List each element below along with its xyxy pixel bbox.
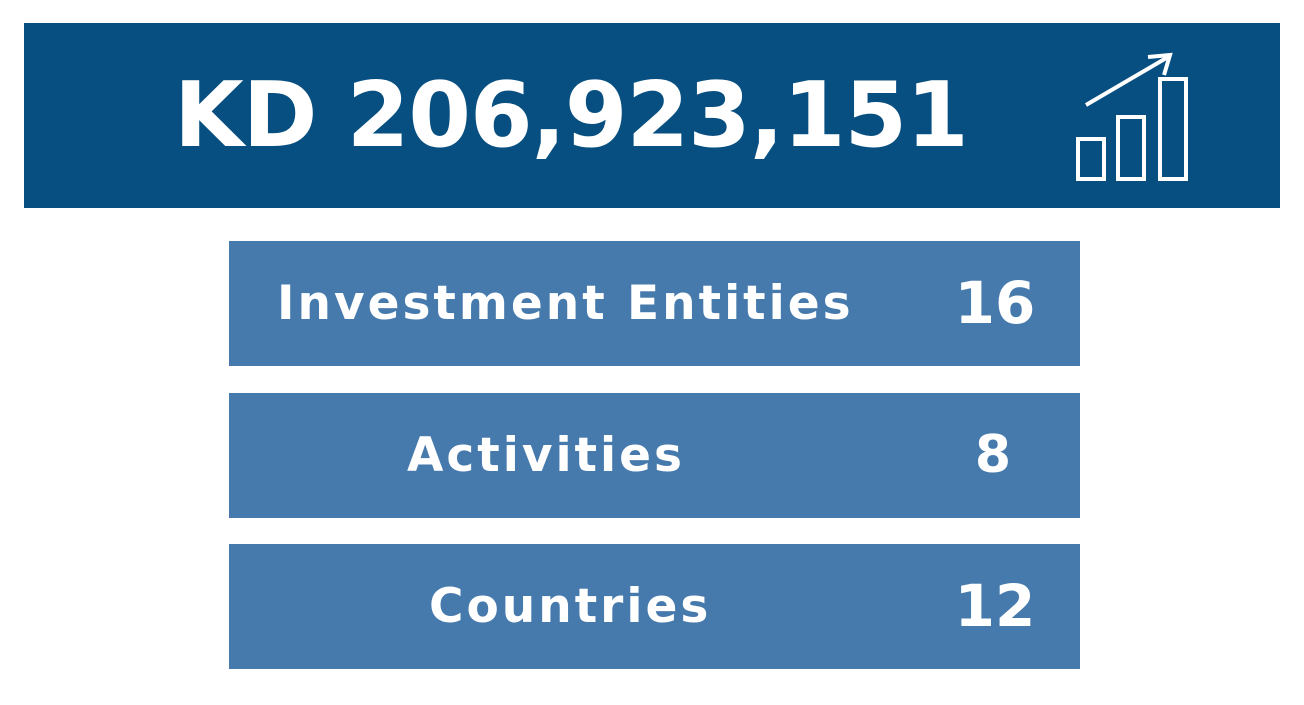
stat-label: Investment Entities bbox=[277, 276, 854, 331]
stat-label: Activities bbox=[407, 428, 685, 483]
total-amount: KD 206,923,151 bbox=[174, 63, 969, 168]
stat-row-investment-entities: Investment Entities 16 bbox=[229, 241, 1080, 366]
stat-value: 8 bbox=[974, 425, 1012, 485]
stat-value: 16 bbox=[954, 269, 1036, 337]
stat-value: 12 bbox=[954, 572, 1036, 640]
growth-chart-icon bbox=[1076, 52, 1188, 181]
stat-label: Countries bbox=[429, 579, 712, 634]
stat-row-countries: Countries 12 bbox=[229, 544, 1080, 669]
stat-row-activities: Activities 8 bbox=[229, 393, 1080, 518]
total-investment-banner: KD 206,923,151 bbox=[24, 23, 1280, 208]
